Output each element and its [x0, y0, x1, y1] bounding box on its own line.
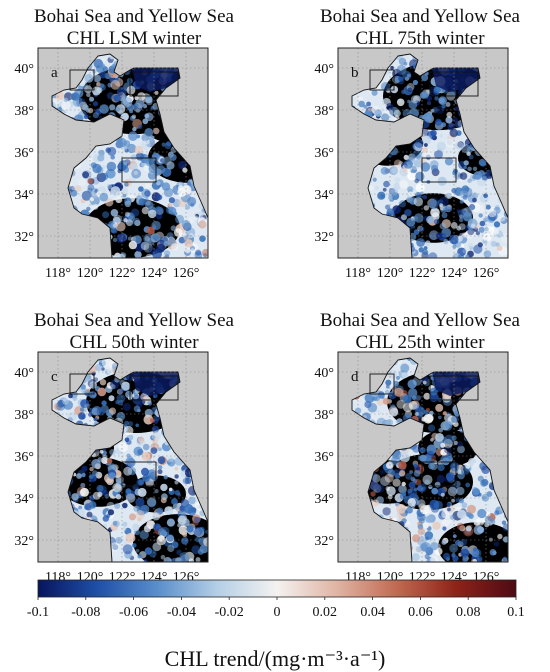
lat-tick-label: 38°: [14, 408, 34, 423]
lat-tick-label: 32°: [14, 230, 34, 245]
colorbar-tick-label: -0.04: [167, 605, 196, 620]
map-panel-c: c40°38°36°34°32°118° 120° 122° 124° 126°: [14, 351, 209, 585]
study-box-north: [129, 71, 179, 97]
panel-c-title: Bohai Sea and Yellow Sea CHL 50th winter: [33, 310, 234, 353]
lat-tick-label: 32°: [314, 534, 334, 549]
study-box-center: [421, 157, 457, 183]
lon-tick-label: 126°: [173, 266, 200, 281]
lat-tick-label: 32°: [14, 534, 34, 549]
map-panel-d: d40°38°36°34°32°118° 120° 122° 124° 126°: [314, 351, 509, 585]
lon-tick-label: 118°: [45, 266, 71, 281]
study-box-north: [129, 375, 179, 401]
lon-tick-label: 124°: [141, 266, 168, 281]
colorbar-label: CHL trend/(mg·m⁻³·a⁻¹): [164, 646, 386, 671]
study-box-center: [421, 461, 457, 487]
lat-tick-label: 40°: [314, 366, 334, 381]
lon-tick-label: 120°: [77, 266, 104, 281]
study-box-north: [429, 71, 479, 97]
map-panel-a: a 40° 38° 36° 34° 32° 118° 120° 122° 124° 126°: [14, 47, 209, 281]
lon-tick-label: 122°: [109, 266, 136, 281]
lat-tick-label: 34°: [314, 188, 334, 203]
study-box-center: [121, 157, 157, 183]
study-box-center: [121, 461, 157, 487]
lat-tick-label: 36°: [314, 146, 334, 161]
map-frame: [37, 351, 209, 563]
lat-tick-label: 40°: [314, 62, 334, 77]
lat-tick-label: 40°: [14, 366, 34, 381]
lon-tick-label: 120°: [377, 266, 404, 281]
lat-tick-label: 40°: [14, 62, 34, 77]
lat-tick-label: 34°: [314, 492, 334, 507]
study-box-north: [429, 375, 479, 401]
panel-d-title: Bohai Sea and Yellow Sea CHL 25th winter: [319, 310, 520, 353]
lat-tick-label: 36°: [14, 450, 34, 465]
colorbar-tick-label: -0.1: [27, 605, 49, 620]
lat-tick-label: 36°: [14, 146, 34, 161]
map-frame: [337, 351, 509, 563]
lat-tick-label: 38°: [314, 408, 334, 423]
panel-b-title: Bohai Sea and Yellow Sea CHL 75th winter: [319, 6, 520, 49]
colorbar: -0.1 -0.08 -0.06 -0.04 -0.02 0 0.02 0.04 0.06 0.0…: [27, 579, 525, 620]
lon-tick-label: 122°: [409, 266, 436, 281]
colorbar-tick-label: 0.02: [313, 605, 338, 620]
colorbar-tick-label: 0: [274, 605, 281, 620]
panel-letter: d: [351, 369, 359, 385]
map-frame: [337, 47, 509, 259]
map-frame: [37, 47, 209, 259]
colorbar-ramp: [37, 579, 517, 598]
lat-tick-label: 36°: [314, 450, 334, 465]
lat-tick-label: 38°: [314, 104, 334, 119]
colorbar-tick-label: -0.06: [119, 605, 148, 620]
lat-tick-label: 34°: [14, 492, 34, 507]
colorbar-tick-label: 0.1: [507, 605, 525, 620]
study-box-west: [369, 69, 395, 91]
map-panel-b: b 40° 38° 36° 34° 32° 118° 120° 122° 124° 126°: [314, 47, 509, 281]
lon-tick-label: 118°: [345, 266, 371, 281]
lon-tick-label: 124°: [441, 266, 468, 281]
colorbar-tick-label: -0.02: [215, 605, 244, 620]
colorbar-ticks: -0.1 -0.08 -0.06 -0.04 -0.02 0 0.02 0.04 0.06 0.0…: [27, 597, 525, 620]
colorbar-tick-label: -0.08: [71, 605, 100, 620]
lat-tick-label: 38°: [14, 104, 34, 119]
lat-tick-label: 34°: [14, 188, 34, 203]
colorbar-tick-label: 0.08: [456, 605, 481, 620]
lat-tick-label: 32°: [314, 230, 334, 245]
study-box-west: [69, 373, 95, 395]
panel-a-title: Bohai Sea and Yellow Sea CHL LSM winter: [33, 6, 234, 49]
colorbar-tick-label: 0.04: [360, 605, 385, 620]
panel-letter: c: [51, 369, 58, 385]
study-box-west: [69, 69, 95, 91]
study-box-west: [369, 373, 395, 395]
colorbar-tick-label: 0.06: [408, 605, 433, 620]
lon-tick-label: 126°: [473, 266, 500, 281]
panel-letter: b: [351, 65, 359, 81]
panels-layer: a 40° 38° 36° 34° 32° 118° 120° 122° 124° 126° b 40°…: [14, 47, 509, 585]
panel-letter: a: [51, 65, 58, 81]
